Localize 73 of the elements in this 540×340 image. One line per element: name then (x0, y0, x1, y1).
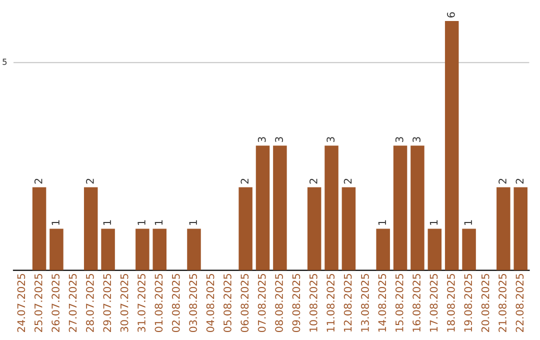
x-tick-label: 31.07.2025 (138, 274, 146, 332)
bar (136, 228, 150, 270)
data-label: 1 (138, 220, 146, 225)
x-tick-label: 22.08.2025 (516, 274, 524, 332)
x-tick-label: 09.08.2025 (292, 274, 300, 332)
data-label: 2 (498, 178, 506, 184)
bar (376, 228, 390, 270)
bar (84, 187, 98, 270)
bar (462, 228, 476, 270)
x-tick-label: 05.08.2025 (224, 274, 232, 332)
ref-line-label: 5 (2, 58, 7, 65)
data-label: 2 (34, 178, 42, 184)
data-label: 3 (395, 137, 404, 142)
data-label: 2 (516, 178, 524, 184)
x-tick-label: 08.08.2025 (275, 274, 283, 332)
bar (256, 146, 270, 270)
bar (342, 187, 356, 270)
bar (324, 146, 338, 270)
data-label: 2 (309, 178, 318, 184)
bar (32, 187, 46, 270)
x-tick-label: 24.07.2025 (17, 274, 26, 332)
x-tick-label: 02.08.2025 (172, 274, 180, 332)
x-tick-label: 14.08.2025 (378, 274, 386, 332)
data-label: 6 (446, 12, 455, 18)
data-label: 1 (378, 220, 386, 225)
data-label: 3 (258, 137, 266, 142)
data-label: 3 (326, 137, 335, 142)
data-label: 1 (430, 220, 438, 225)
data-label: 2 (86, 178, 94, 184)
bar (444, 20, 459, 270)
data-label: 2 (344, 178, 352, 184)
bar (514, 187, 528, 270)
data-label: 2 (240, 178, 248, 184)
x-tick-label: 11.08.2025 (326, 274, 335, 332)
data-label: 1 (103, 220, 111, 225)
x-tick-label: 21.08.2025 (498, 274, 506, 332)
data-label: 3 (412, 137, 420, 142)
bar (238, 187, 252, 270)
x-tick-label: 29.07.2025 (103, 274, 112, 332)
x-tick-label: 20.08.2025 (481, 274, 490, 332)
bar (187, 228, 201, 270)
data-label: 1 (189, 220, 197, 225)
x-tick-label: 17.08.2025 (430, 274, 438, 332)
data-label: 1 (464, 220, 472, 225)
x-tick-label: 06.08.2025 (240, 274, 249, 332)
bar (152, 228, 166, 270)
x-tick-label: 10.08.2025 (309, 274, 318, 332)
data-label: 3 (275, 137, 283, 142)
bar (273, 146, 287, 270)
x-tick-label: 01.08.2025 (154, 274, 163, 332)
x-tick-label: 15.08.2025 (395, 274, 404, 332)
bar (101, 228, 115, 270)
x-tick-label: 18.08.2025 (446, 274, 455, 332)
bar (307, 187, 322, 270)
x-tick-label: 07.08.2025 (258, 274, 266, 332)
x-tick-label: 13.08.2025 (361, 274, 369, 332)
x-tick-label: 27.07.2025 (68, 274, 77, 332)
x-tick-label: 19.08.2025 (464, 274, 472, 332)
x-tick-label: 16.08.2025 (412, 274, 420, 332)
bar (410, 146, 424, 270)
x-tick-label: 03.08.2025 (189, 274, 198, 332)
bar (393, 146, 408, 270)
bar (496, 187, 510, 270)
data-label: 1 (154, 220, 162, 225)
x-tick-label: 04.08.2025 (206, 274, 214, 332)
x-tick-label: 30.07.2025 (120, 274, 128, 332)
x-tick-label: 25.07.2025 (34, 274, 42, 332)
x-tick-label: 26.07.2025 (52, 274, 60, 332)
bar (50, 228, 64, 270)
x-tick-label: 28.07.2025 (86, 274, 94, 332)
bar (428, 228, 442, 270)
x-tick-label: 12.08.2025 (344, 274, 352, 332)
data-label: 1 (52, 220, 60, 225)
